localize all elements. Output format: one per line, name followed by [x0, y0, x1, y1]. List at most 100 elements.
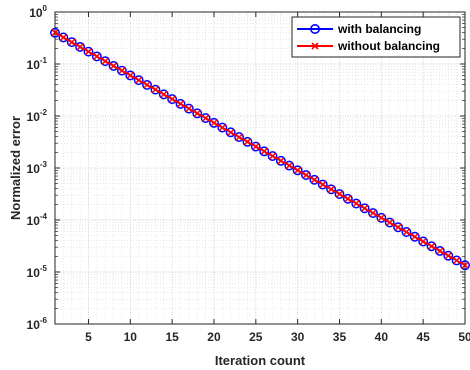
- y-tick-label: 100: [29, 4, 47, 20]
- point-without-balancing: [68, 38, 76, 46]
- point-stroke: [210, 119, 218, 127]
- point-without-balancing: [444, 252, 452, 260]
- point-without-balancing: [369, 209, 377, 217]
- point-with-balancing: [401, 227, 412, 237]
- point-without-balancing: [210, 119, 218, 127]
- point-without-balancing: [160, 90, 168, 98]
- point-without-balancing: [461, 261, 469, 269]
- point-without-balancing: [143, 81, 151, 89]
- point-with-balancing: [434, 246, 445, 256]
- point-stroke: [110, 62, 118, 70]
- x-tick-label: 25: [249, 330, 263, 344]
- point-stroke: [202, 114, 210, 122]
- point-stroke: [411, 233, 419, 241]
- point-with-balancing: [142, 79, 152, 90]
- point-with-balancing: [91, 51, 102, 62]
- legend-box: [291, 16, 461, 58]
- point-without-balancing: [151, 86, 159, 94]
- point-stroke: [101, 57, 109, 65]
- legend-marker-with-balancing: [309, 23, 320, 34]
- point-stroke: [84, 48, 92, 56]
- point-with-balancing: [368, 208, 378, 218]
- point-stroke: [294, 166, 302, 174]
- y-tick-label: 10-4: [27, 212, 48, 228]
- point-with-balancing: [359, 203, 370, 214]
- point-stroke: [419, 237, 427, 246]
- y-tick-labels: 100 10-1 10-2 10-3 10-4 10-5 10-6: [27, 4, 48, 332]
- point-with-balancing: [418, 236, 429, 247]
- x-tick-labels: 5 10 15 20 25 30 35 40 45 50: [85, 330, 470, 344]
- point-with-balancing: [275, 155, 286, 166]
- point-stroke: [361, 204, 369, 212]
- point-without-balancing: [252, 143, 260, 151]
- point-with-balancing: [100, 56, 111, 67]
- y-tick-label: 10-3: [27, 160, 48, 176]
- point-with-balancing: [83, 46, 94, 57]
- point-without-balancing: [101, 57, 109, 65]
- point-stroke: [218, 124, 226, 132]
- point-with-balancing: [409, 231, 420, 242]
- point-without-balancing: [277, 157, 285, 165]
- point-with-balancing: [108, 60, 119, 71]
- point-stroke: [369, 209, 377, 217]
- point-stroke: [394, 223, 402, 231]
- point-with-balancing: [460, 260, 470, 271]
- point-stroke: [269, 152, 277, 160]
- point-stroke: [143, 81, 151, 89]
- point-with-balancing: [250, 141, 261, 152]
- point-without-balancing: [185, 105, 193, 113]
- point-with-balancing: [183, 103, 194, 114]
- point-with-balancing: [426, 241, 437, 252]
- point-stroke: [76, 43, 84, 51]
- point-with-balancing: [451, 255, 462, 266]
- x-tick-label: 40: [375, 330, 389, 344]
- legend-label-without-balancing: without balancing: [337, 39, 440, 53]
- point-without-balancing: [319, 181, 327, 189]
- point-with-balancing: [351, 198, 362, 209]
- point-without-balancing: [202, 114, 210, 122]
- point-with-balancing: [242, 136, 253, 147]
- point-stroke: [151, 86, 159, 94]
- point-with-balancing: [175, 98, 186, 109]
- point-stroke: [319, 181, 327, 189]
- point-with-balancing: [158, 89, 169, 100]
- point-stroke: [285, 162, 293, 170]
- point-with-balancing: [334, 189, 345, 199]
- point-stroke: [93, 52, 101, 60]
- x-tick-label: 50: [458, 330, 470, 344]
- point-with-balancing: [116, 65, 127, 76]
- point-with-balancing: [234, 132, 245, 143]
- point-with-balancing: [393, 222, 404, 233]
- y-tick-label: 10-5: [27, 264, 48, 280]
- point-stroke: [168, 95, 176, 103]
- point-stroke: [118, 67, 126, 75]
- point-stroke: [252, 143, 260, 151]
- point-without-balancing: [302, 171, 310, 179]
- major-grid: [55, 12, 465, 324]
- point-stroke: [59, 33, 67, 41]
- point-with-balancing: [50, 27, 60, 38]
- point-stroke: [51, 29, 59, 37]
- point-without-balancing: [402, 228, 410, 236]
- point-with-balancing: [376, 212, 387, 223]
- x-tick-label: 10: [124, 330, 138, 344]
- point-with-balancing: [192, 108, 203, 119]
- point-with-balancing: [259, 146, 270, 157]
- point-with-balancing: [200, 113, 211, 124]
- point-without-balancing: [76, 43, 84, 51]
- point-with-balancing: [209, 117, 219, 128]
- point-with-balancing: [75, 41, 86, 52]
- point-with-balancing: [384, 217, 395, 228]
- point-without-balancing: [352, 200, 360, 208]
- point-without-balancing: [344, 195, 352, 203]
- point-without-balancing: [335, 190, 344, 198]
- legend-marker-without-balancing: [311, 42, 319, 50]
- point-with-balancing: [217, 122, 228, 133]
- point-without-balancing: [193, 109, 201, 117]
- point-without-balancing: [126, 71, 134, 79]
- point-with-balancing: [167, 94, 178, 105]
- point-stroke: [402, 228, 410, 236]
- point-without-balancing: [227, 128, 235, 136]
- x-tick-label: 30: [291, 330, 305, 344]
